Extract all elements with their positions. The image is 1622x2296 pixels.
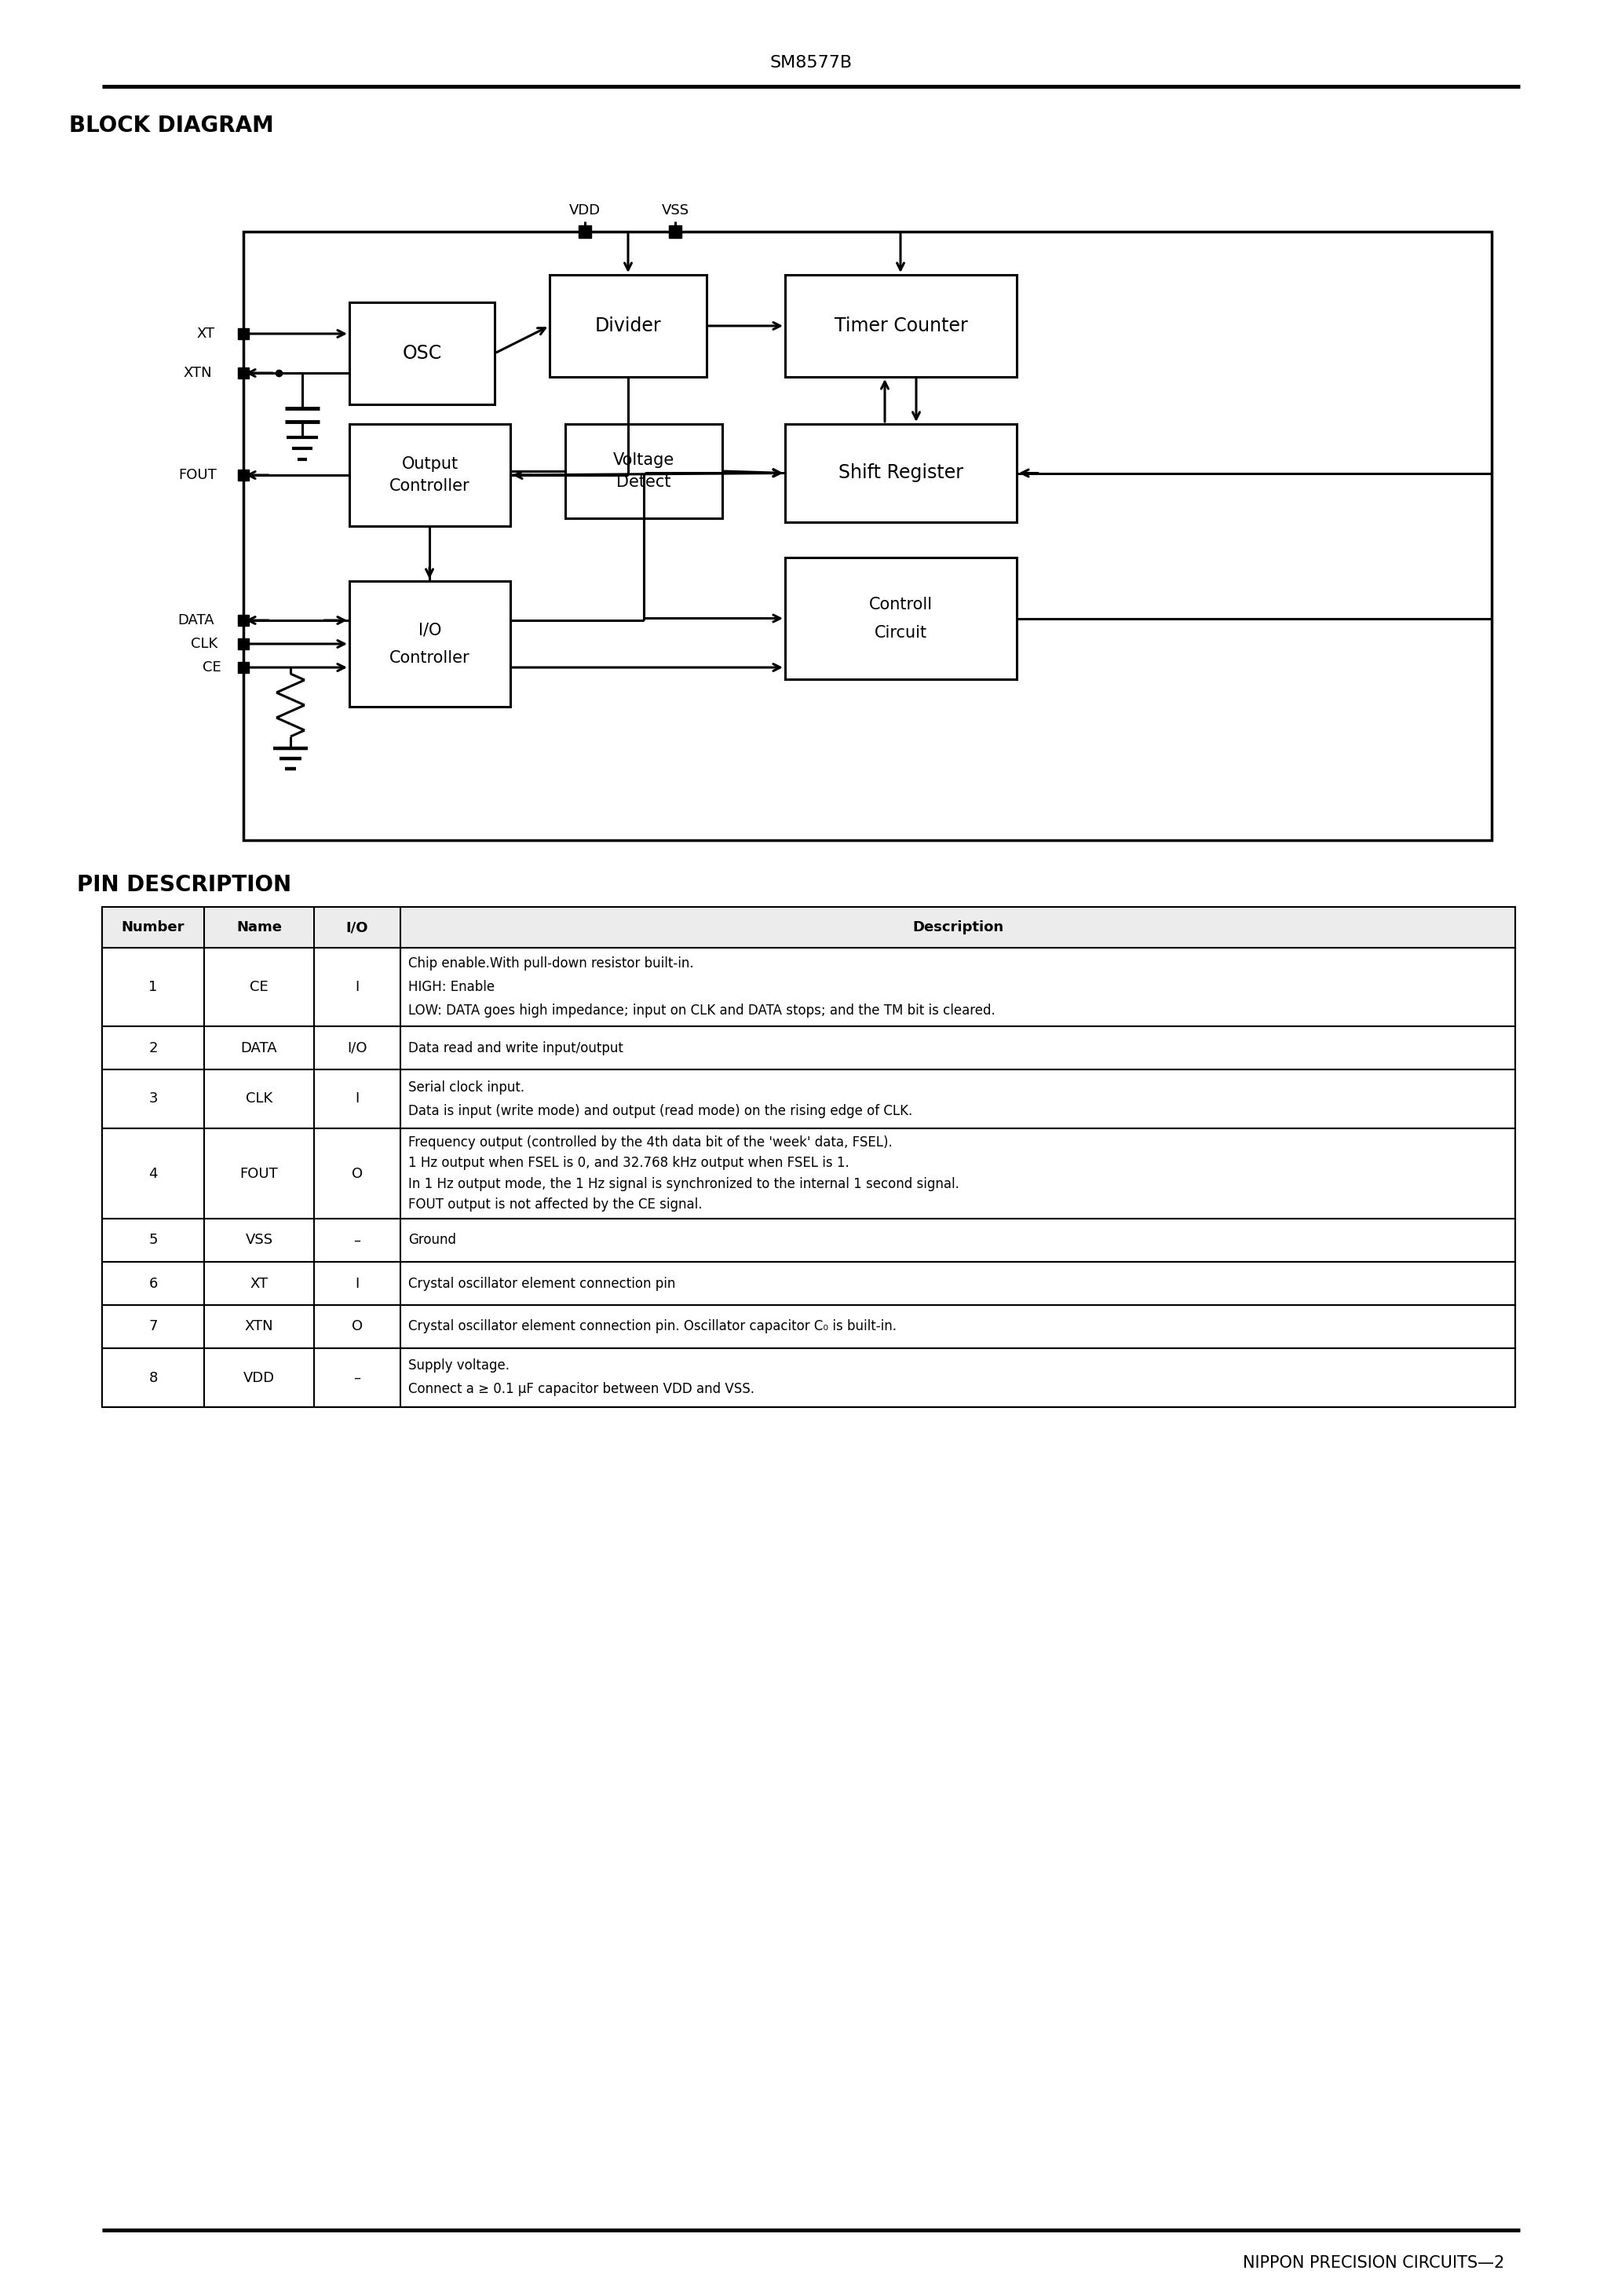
- Bar: [349, 581, 511, 707]
- Text: Circuit: Circuit: [874, 625, 928, 641]
- Text: XT: XT: [196, 326, 214, 340]
- Text: 7: 7: [149, 1320, 157, 1334]
- Text: 6: 6: [149, 1277, 157, 1290]
- Text: –: –: [354, 1371, 360, 1384]
- Text: O: O: [352, 1166, 363, 1180]
- Text: 1 Hz output when FSEL is 0, and 32.768 kHz output when FSEL is 1.: 1 Hz output when FSEL is 0, and 32.768 k…: [409, 1157, 850, 1171]
- Text: HIGH: Enable: HIGH: Enable: [409, 980, 495, 994]
- Text: Crystal oscillator element connection pin: Crystal oscillator element connection pi…: [409, 1277, 675, 1290]
- Text: SM8577B: SM8577B: [770, 55, 852, 71]
- Text: CE: CE: [203, 661, 221, 675]
- Text: FOUT: FOUT: [178, 468, 217, 482]
- Text: 5: 5: [149, 1233, 157, 1247]
- Bar: [785, 558, 1017, 680]
- Text: O: O: [352, 1320, 363, 1334]
- Text: Data is input (write mode) and output (read mode) on the rising edge of CLK.: Data is input (write mode) and output (r…: [409, 1104, 913, 1118]
- Text: Name: Name: [237, 921, 282, 934]
- Text: XT: XT: [250, 1277, 268, 1290]
- Text: VSS: VSS: [245, 1233, 272, 1247]
- Text: DATA: DATA: [240, 1040, 277, 1054]
- Text: I/O: I/O: [345, 921, 368, 934]
- Text: 2: 2: [149, 1040, 157, 1054]
- Text: I/O: I/O: [347, 1040, 367, 1054]
- Text: 8: 8: [149, 1371, 157, 1384]
- Text: Ground: Ground: [409, 1233, 456, 1247]
- Text: CLK: CLK: [191, 636, 217, 652]
- Text: 1: 1: [149, 980, 157, 994]
- Text: Crystal oscillator element connection pin. Oscillator capacitor C₀ is built-in.: Crystal oscillator element connection pi…: [409, 1320, 897, 1334]
- Text: Voltage: Voltage: [613, 452, 675, 468]
- Text: FOUT output is not affected by the CE signal.: FOUT output is not affected by the CE si…: [409, 1199, 702, 1212]
- Text: Controller: Controller: [389, 650, 470, 666]
- Bar: [550, 276, 707, 377]
- Text: CLK: CLK: [245, 1093, 272, 1107]
- Text: Supply voltage.: Supply voltage.: [409, 1359, 509, 1373]
- Text: 4: 4: [149, 1166, 157, 1180]
- Text: LOW: DATA goes high impedance; input on CLK and DATA stops; and the TM bit is cl: LOW: DATA goes high impedance; input on …: [409, 1003, 996, 1017]
- Text: FOUT: FOUT: [240, 1166, 279, 1180]
- Text: PIN DESCRIPTION: PIN DESCRIPTION: [78, 875, 292, 895]
- Bar: [102, 1304, 1515, 1348]
- Text: Data read and write input/output: Data read and write input/output: [409, 1040, 623, 1054]
- Bar: [102, 1026, 1515, 1070]
- Bar: [102, 1263, 1515, 1304]
- Text: I: I: [355, 1093, 360, 1107]
- Text: XTN: XTN: [183, 365, 212, 381]
- Text: DATA: DATA: [178, 613, 214, 627]
- Bar: [564, 425, 722, 519]
- Text: CE: CE: [250, 980, 268, 994]
- Text: Controll: Controll: [869, 597, 933, 613]
- Text: VSS: VSS: [662, 204, 689, 218]
- Text: Number: Number: [122, 921, 185, 934]
- Bar: [785, 425, 1017, 521]
- Text: Detect: Detect: [616, 475, 672, 489]
- Text: Timer Counter: Timer Counter: [834, 317, 968, 335]
- Text: Connect a ≥ 0.1 μF capacitor between VDD and VSS.: Connect a ≥ 0.1 μF capacitor between VDD…: [409, 1382, 754, 1396]
- Bar: [102, 1127, 1515, 1219]
- Text: Shift Register: Shift Register: [839, 464, 963, 482]
- Text: NIPPON PRECISION CIRCUITS—2: NIPPON PRECISION CIRCUITS—2: [1242, 2255, 1505, 2271]
- Bar: [102, 1070, 1515, 1127]
- Text: Chip enable.With pull-down resistor built-in.: Chip enable.With pull-down resistor buil…: [409, 957, 694, 971]
- Bar: [349, 425, 511, 526]
- Text: Divider: Divider: [595, 317, 662, 335]
- Text: In 1 Hz output mode, the 1 Hz signal is synchronized to the internal 1 second si: In 1 Hz output mode, the 1 Hz signal is …: [409, 1178, 959, 1192]
- Text: BLOCK DIAGRAM: BLOCK DIAGRAM: [68, 115, 274, 138]
- Text: –: –: [354, 1233, 360, 1247]
- Text: Frequency output (controlled by the 4th data bit of the 'week' data, FSEL).: Frequency output (controlled by the 4th …: [409, 1137, 892, 1150]
- Text: Serial clock input.: Serial clock input.: [409, 1079, 524, 1095]
- Text: OSC: OSC: [402, 344, 441, 363]
- Text: Description: Description: [912, 921, 1004, 934]
- Bar: [102, 907, 1515, 948]
- Bar: [349, 303, 495, 404]
- Text: XTN: XTN: [245, 1320, 274, 1334]
- Bar: [102, 1219, 1515, 1263]
- Text: Controller: Controller: [389, 478, 470, 494]
- Text: I: I: [355, 980, 360, 994]
- Text: 3: 3: [149, 1093, 157, 1107]
- Text: VDD: VDD: [569, 204, 600, 218]
- Bar: [102, 948, 1515, 1026]
- Bar: [243, 232, 1492, 840]
- Text: VDD: VDD: [243, 1371, 274, 1384]
- Text: I: I: [355, 1277, 360, 1290]
- Bar: [785, 276, 1017, 377]
- Bar: [102, 1348, 1515, 1407]
- Text: Output: Output: [402, 457, 457, 473]
- Text: I/O: I/O: [418, 622, 441, 638]
